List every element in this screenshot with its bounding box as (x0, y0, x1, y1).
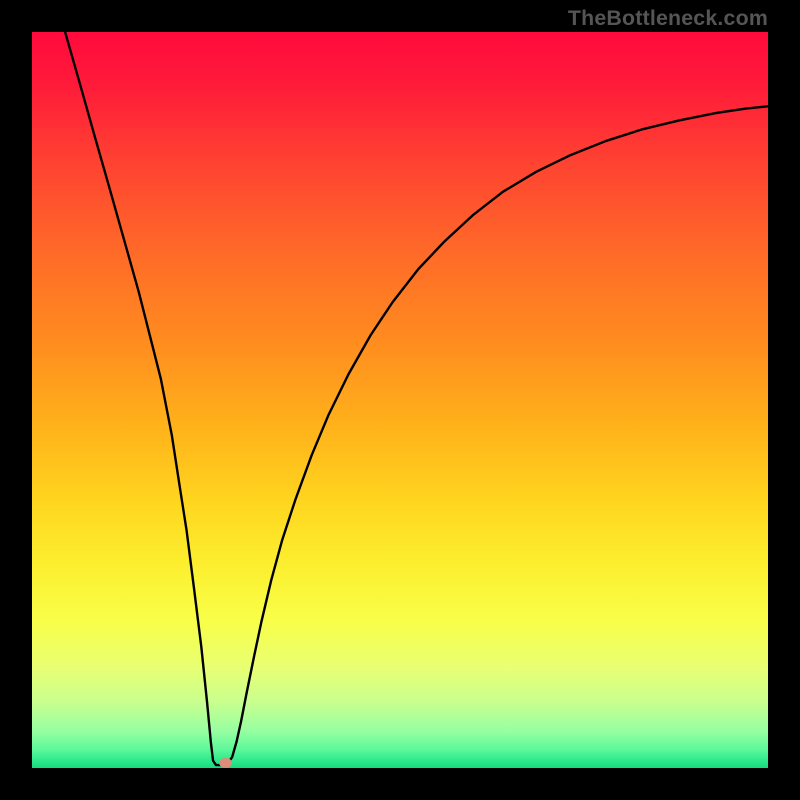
optimum-dot (219, 758, 232, 768)
plot-area (32, 32, 768, 768)
watermark-label: TheBottleneck.com (568, 6, 768, 31)
curve-svg (32, 32, 768, 768)
bottleneck-curve (65, 32, 768, 765)
